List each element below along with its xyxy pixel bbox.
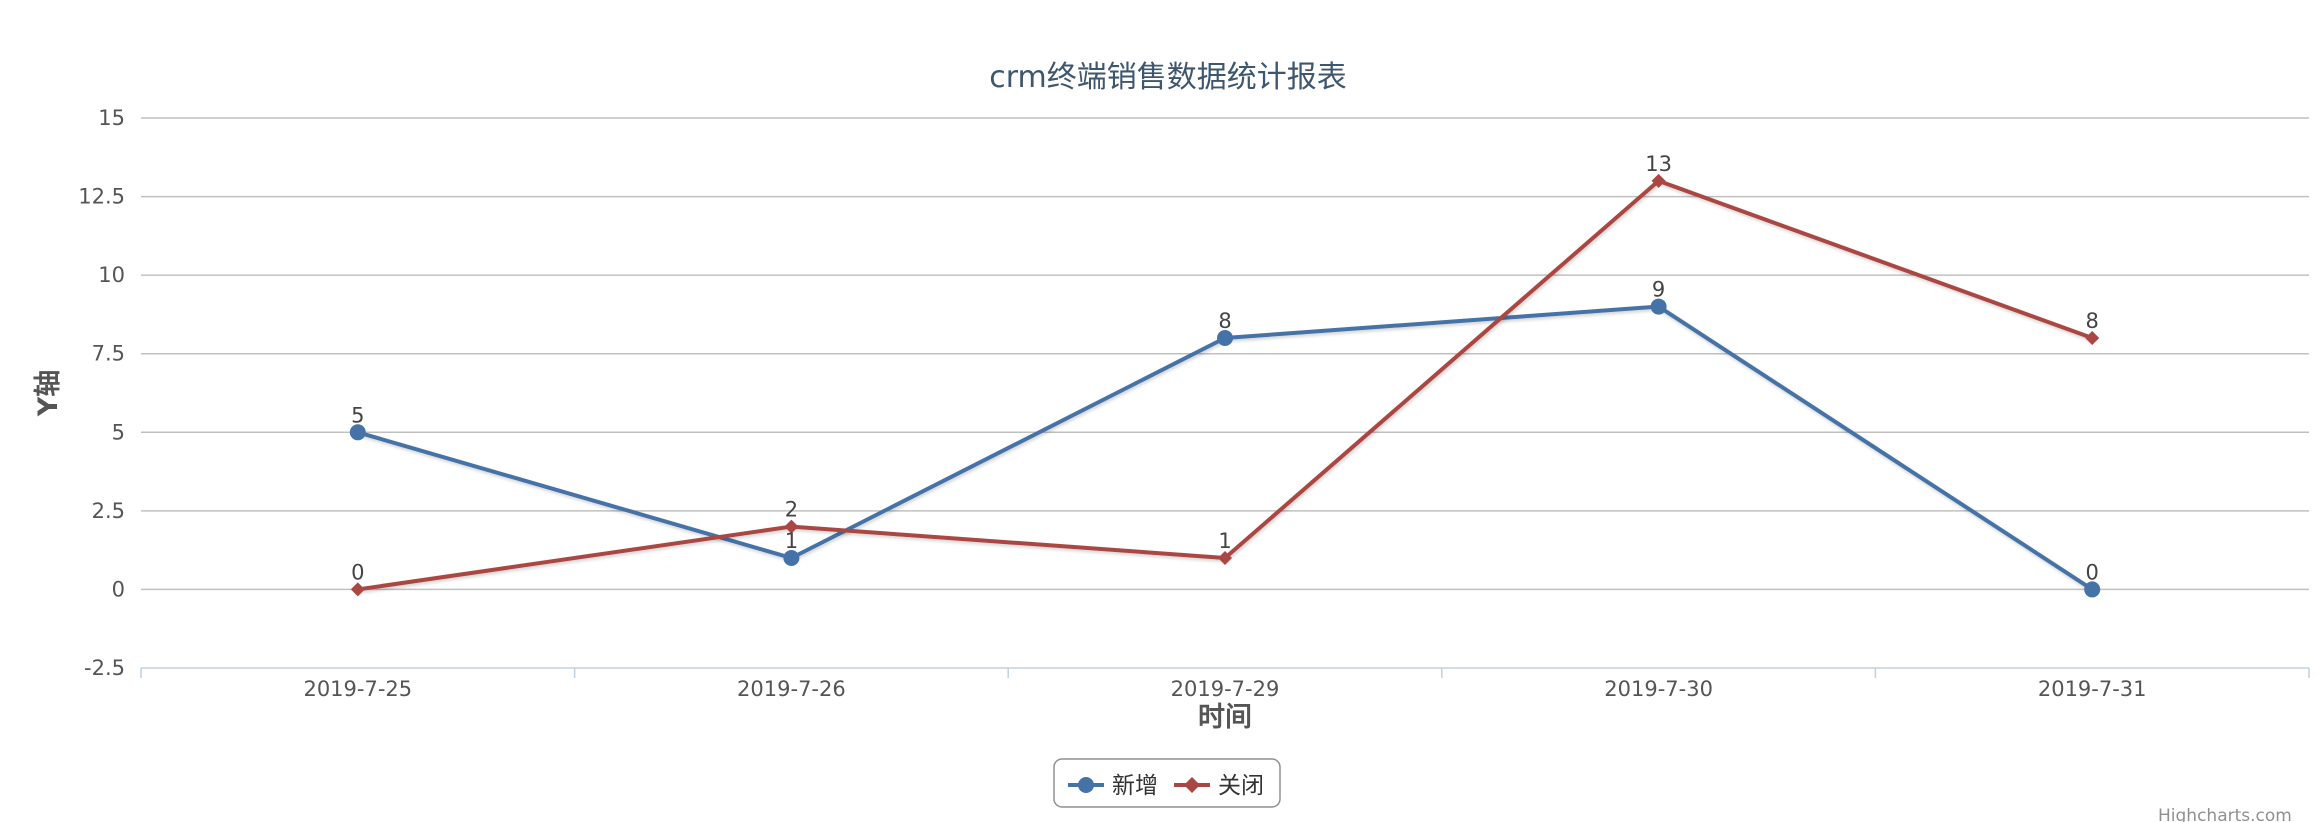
chart-title: crm终端销售数据统计报表	[989, 60, 1347, 95]
x-tick-label: 2019-7-26	[737, 677, 846, 701]
legend-box	[1053, 758, 1281, 808]
data-point-circle[interactable]	[1650, 298, 1667, 315]
data-label: 1	[785, 529, 798, 553]
data-label: 0	[351, 560, 364, 584]
legend-diamond-icon	[1184, 777, 1200, 793]
y-axis-title: Y轴	[33, 370, 64, 418]
data-label: 0	[2086, 560, 2099, 584]
y-tick-label: 0	[112, 577, 125, 601]
x-tick-label: 2019-7-30	[1604, 677, 1713, 701]
data-point-diamond[interactable]	[350, 582, 365, 597]
credits[interactable]: Highcharts.com	[2158, 806, 2292, 822]
data-point-circle[interactable]	[349, 424, 366, 441]
legend-item-new[interactable]: 新增	[1068, 773, 1158, 799]
grid	[141, 117, 2309, 669]
legend: 新增 关闭	[1053, 758, 1281, 808]
y-tick-label: 15	[98, 106, 125, 130]
data-label: 8	[1218, 309, 1231, 333]
data-point-circle[interactable]	[1217, 330, 1233, 346]
x-axis-title: 时间	[1198, 702, 1252, 733]
y-tick-label: 2.5	[92, 499, 125, 523]
data-label: 2	[785, 498, 798, 522]
data-label: 13	[1645, 152, 1672, 176]
legend-item-closed[interactable]: 关闭	[1174, 773, 1264, 799]
data-point-diamond[interactable]	[1218, 551, 1232, 565]
y-tick-label: 10	[98, 263, 125, 287]
y-tick-label: 7.5	[92, 342, 125, 366]
data-point-circle[interactable]	[783, 550, 800, 566]
data-label: 9	[1652, 278, 1665, 302]
legend-label-new: 新增	[1112, 773, 1158, 799]
legend-circle-icon	[1078, 777, 1094, 793]
series	[349, 173, 2101, 598]
data-label: 8	[2086, 309, 2099, 333]
data-label: 1	[1218, 529, 1231, 553]
x-tick-label: 2019-7-29	[1171, 677, 1280, 701]
data-point-circle[interactable]	[2084, 581, 2101, 598]
data-point-diamond[interactable]	[784, 519, 799, 534]
data-point-diamond[interactable]	[1651, 173, 1666, 188]
y-tick-label: 5	[112, 420, 125, 444]
y-tick-label: 12.5	[78, 185, 125, 209]
legend-label-closed: 关闭	[1218, 773, 1264, 799]
x-tick-label: 2019-7-25	[303, 677, 412, 701]
data-label: 5	[351, 403, 364, 427]
x-tick-label: 2019-7-31	[2038, 677, 2147, 701]
data-point-diamond[interactable]	[2085, 331, 2100, 345]
y-tick-label: -2.5	[84, 656, 125, 680]
